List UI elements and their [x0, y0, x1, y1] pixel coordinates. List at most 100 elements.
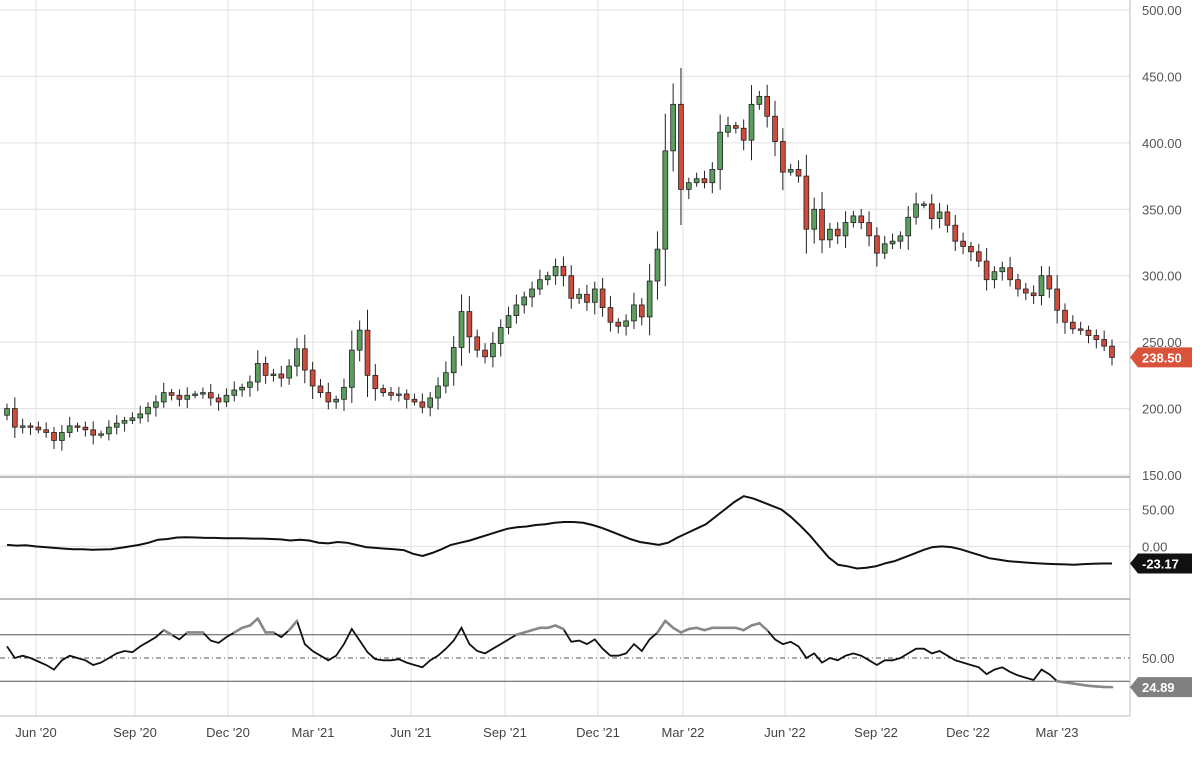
candle: [740, 119, 747, 151]
rsi-extreme-segment: [554, 624, 565, 631]
candle-body: [803, 175, 810, 230]
candle: [35, 421, 42, 434]
candle: [787, 163, 794, 176]
candle-body: [529, 288, 535, 298]
candle: [129, 412, 136, 425]
candle-body: [740, 127, 747, 141]
candle-body: [98, 433, 104, 436]
candle: [466, 296, 473, 354]
candle-body: [921, 203, 927, 206]
candle: [1109, 339, 1115, 366]
candle: [1007, 256, 1013, 287]
candle-body: [544, 275, 551, 281]
candle: [215, 393, 222, 411]
rsi-extreme-segment: [750, 621, 761, 627]
candle-body: [74, 425, 81, 428]
candle: [1022, 282, 1029, 301]
candle: [59, 425, 65, 451]
rsi-extreme-segment: [663, 619, 675, 630]
candle-body: [301, 348, 308, 371]
candle: [200, 387, 206, 399]
candle: [576, 288, 582, 304]
price-tick-label: 150.00: [1142, 468, 1182, 483]
candle-body: [333, 398, 339, 403]
candle-body: [27, 425, 34, 428]
candle-body: [654, 248, 661, 282]
candle: [1054, 274, 1060, 324]
candle-body: [787, 169, 794, 173]
rsi-extreme-segment: [703, 626, 714, 632]
candle: [701, 170, 708, 189]
candle: [121, 416, 128, 432]
rsi-tick-label: 50.00: [1142, 651, 1175, 666]
candle-body: [913, 203, 919, 218]
candle-body: [168, 392, 175, 396]
candle-body: [795, 169, 802, 177]
candle-body: [693, 178, 700, 184]
price-tick-label: 400.00: [1142, 136, 1182, 151]
candle: [850, 210, 857, 228]
candle: [631, 292, 637, 330]
candle: [866, 211, 872, 247]
rsi-extreme-segment: [671, 626, 683, 634]
candle-body: [145, 406, 151, 415]
candle: [748, 85, 755, 161]
candle-body: [670, 103, 676, 152]
candle-body: [153, 401, 159, 408]
candle-body: [819, 208, 825, 241]
candle: [756, 90, 763, 110]
candle-body: [615, 321, 622, 327]
candle-body: [1046, 275, 1053, 290]
candle: [1062, 303, 1068, 334]
candle: [317, 379, 324, 398]
candle: [278, 365, 285, 387]
candle: [654, 231, 661, 300]
candle: [356, 320, 363, 362]
rsi-extreme-segment: [240, 624, 252, 630]
candle: [254, 350, 261, 392]
rsi-extreme-segment: [758, 621, 769, 632]
candle-body: [403, 393, 410, 400]
candle: [952, 214, 959, 252]
x-tick-label: Dec '20: [206, 725, 250, 740]
candle-body: [928, 203, 935, 219]
candle: [678, 67, 684, 225]
candle-body: [231, 389, 238, 396]
candle-body: [239, 386, 245, 391]
candle: [1038, 266, 1045, 306]
candle-body: [701, 178, 708, 184]
x-tick-label: Dec '22: [946, 725, 990, 740]
rsi-extreme-segment: [656, 619, 667, 634]
candle: [646, 263, 653, 336]
candle: [999, 261, 1006, 281]
candle-body: [1030, 292, 1037, 297]
candle-body: [364, 329, 371, 376]
price-tick-label: 250.00: [1142, 335, 1182, 350]
candle: [685, 177, 692, 200]
candle: [43, 422, 50, 438]
rsi-extreme-segment: [679, 627, 691, 634]
candle: [811, 197, 818, 244]
candle: [223, 388, 230, 407]
candle-body: [200, 392, 206, 395]
oscillator-value-tag: -23.17: [1130, 553, 1192, 574]
candle-body: [1093, 335, 1100, 340]
x-tick-label: Jun '21: [390, 725, 432, 740]
candle: [537, 269, 543, 295]
candle-body: [121, 420, 128, 424]
candle-body: [396, 393, 402, 396]
oscillator-value-tag-shape: [1130, 553, 1192, 574]
candle: [435, 377, 441, 410]
candle: [184, 387, 191, 409]
candle: [74, 422, 81, 432]
rsi-extreme-segment: [1071, 682, 1082, 686]
candle-body: [490, 343, 496, 358]
candle: [497, 319, 504, 357]
candle-body: [466, 311, 473, 338]
candle-body: [850, 215, 857, 223]
x-tick-label: Mar '22: [662, 725, 705, 740]
candle: [693, 172, 700, 187]
candle-body: [482, 349, 488, 358]
candle: [607, 295, 614, 332]
